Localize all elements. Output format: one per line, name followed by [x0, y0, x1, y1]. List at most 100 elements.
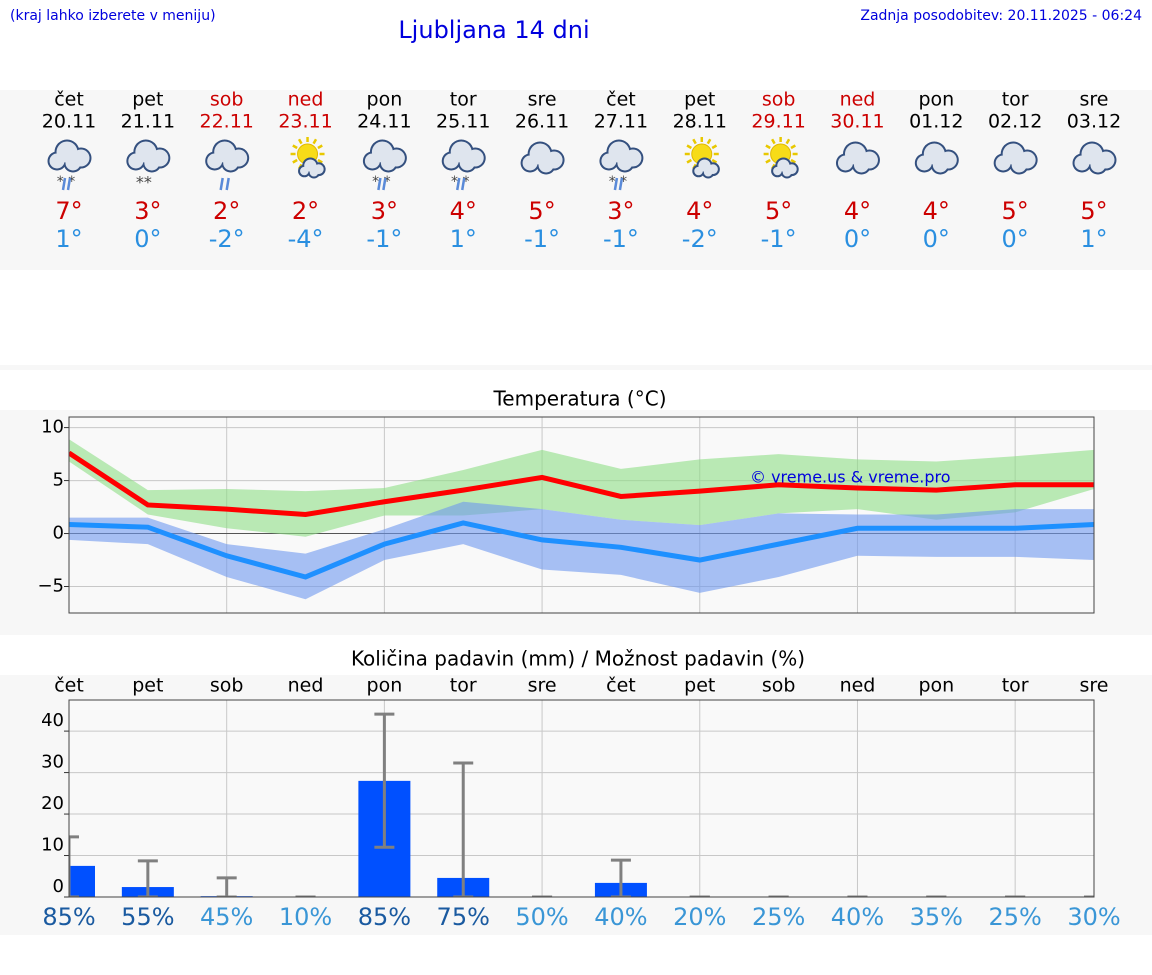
icon-part: [790, 158, 796, 164]
icon-part: [613, 177, 619, 191]
icon-part: [932, 157, 948, 173]
forecast-band: [0, 90, 1152, 270]
probability: 75%: [437, 903, 490, 931]
icon-part: [686, 158, 693, 164]
max-temp: 2°: [292, 197, 319, 225]
weather-icon: [520, 141, 565, 175]
y-tick-label: 10: [41, 417, 64, 438]
icon-part: [618, 177, 624, 191]
icon-part: [223, 155, 239, 171]
y-tick-label: 30: [41, 752, 64, 773]
min-temp: 0°: [844, 225, 871, 253]
weather-icon: [835, 141, 880, 175]
icon-part: * *: [57, 174, 75, 190]
icon-part: * *: [451, 174, 469, 190]
hint[interactable]: (kraj lahko izberete v meniju): [10, 8, 216, 24]
chart-title: Količina padavin (mm) / Možnost padavin …: [351, 647, 805, 671]
icon-part: [1011, 157, 1027, 173]
temp-line: [69, 520, 1094, 580]
weather-icon: * *: [47, 139, 92, 191]
weather-icon: [763, 137, 799, 179]
icon-part: [382, 177, 387, 191]
day-name: tor: [1002, 89, 1029, 111]
icon-part: [460, 177, 466, 191]
min-temp: 1°: [450, 225, 477, 253]
min-temp: -4°: [288, 225, 324, 253]
y-tick-label: −5: [37, 576, 64, 597]
error-bar: [453, 761, 474, 897]
min-temp: -1°: [603, 225, 639, 253]
icon-part: [459, 155, 475, 171]
probability: 85%: [358, 903, 411, 931]
icon-part: [771, 138, 776, 145]
icon-part: [225, 177, 230, 191]
icon-part: * *: [372, 174, 390, 190]
probability: 55%: [121, 903, 174, 931]
icon-part: [219, 177, 224, 191]
max-temp: 4°: [686, 197, 713, 225]
temp-line: [69, 450, 1094, 517]
icon-part: [853, 157, 869, 173]
y-tick-label: 20: [41, 793, 64, 814]
plot-border: [68, 416, 1095, 614]
weather-icon: [290, 137, 326, 179]
weather-icon: [684, 137, 720, 179]
probability: 45%: [200, 903, 253, 931]
min-temp: 0°: [923, 225, 950, 253]
max-temp: 4°: [450, 197, 477, 225]
weather-icon: [205, 139, 250, 191]
day-name: čet: [54, 89, 84, 111]
weather-icon: [1072, 141, 1117, 175]
x-tick-label: pon: [367, 675, 403, 697]
max-temp: 4°: [844, 197, 871, 225]
last-update: Zadnja posodobitev: 20.11.2025 - 06:24: [860, 8, 1142, 24]
day-name: sob: [762, 89, 796, 111]
probability: 50%: [515, 903, 568, 931]
icon-part: [61, 177, 67, 191]
icon-part: [292, 144, 298, 150]
date: 20.11: [42, 111, 96, 133]
probability: 40%: [594, 903, 647, 931]
weather-icon: * *: [599, 139, 644, 191]
icon-part: [538, 157, 554, 173]
day-name: tor: [450, 89, 477, 111]
x-tick-label: čet: [54, 675, 84, 697]
max-temp: 2°: [213, 197, 240, 225]
x-tick-label: ned: [840, 675, 876, 697]
icon-part: [317, 144, 323, 150]
min-temp: 0°: [1002, 225, 1029, 253]
error-bar: [610, 858, 631, 897]
icon-part: * *: [609, 174, 627, 190]
date: 29.11: [751, 111, 805, 133]
x-tick-label: pet: [684, 675, 715, 697]
icon-part: [711, 158, 718, 164]
max-temp: 5°: [765, 197, 792, 225]
plot-marks: [69, 712, 1094, 897]
range-band: [69, 501, 1094, 600]
x-tick-label: tor: [1002, 675, 1029, 697]
date: 28.11: [673, 111, 727, 133]
icon-part: [292, 158, 298, 164]
min-temp: 0°: [134, 225, 161, 253]
icon-part: **: [136, 173, 152, 192]
day-name: sre: [1080, 89, 1109, 111]
date: 27.11: [594, 111, 648, 133]
weather-icon: * *: [441, 139, 486, 191]
icon-part: [66, 177, 72, 191]
y-tick-label: 10: [41, 835, 64, 856]
icon-part: [297, 138, 303, 145]
date: 24.11: [357, 111, 411, 133]
date: 22.11: [199, 111, 253, 133]
day-name: pon: [367, 89, 403, 111]
icon-part: [785, 138, 791, 145]
x-tick-label: pet: [132, 675, 163, 697]
min-temp: -1°: [761, 225, 797, 253]
icon-part: [706, 138, 712, 145]
icon-part: [312, 138, 318, 145]
page-title: Ljubljana 14 dni: [398, 16, 589, 44]
icon-part: [686, 144, 693, 150]
max-temp: 5°: [1080, 197, 1107, 225]
date: 23.11: [278, 111, 332, 133]
x-tick-label: sob: [210, 675, 244, 697]
